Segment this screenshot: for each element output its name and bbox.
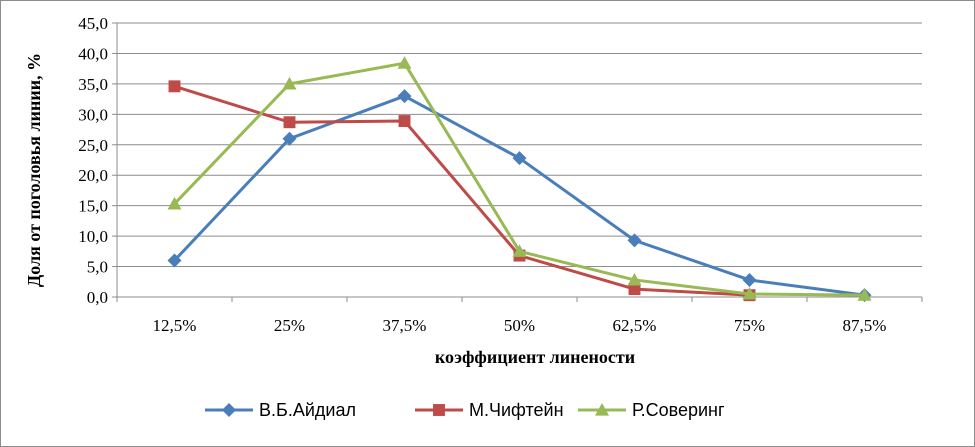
y-tick-label: 20,0 bbox=[78, 166, 108, 185]
data-point bbox=[282, 131, 297, 146]
data-point bbox=[512, 244, 527, 257]
series-3 bbox=[167, 56, 872, 301]
series-line bbox=[174, 84, 750, 297]
data-point bbox=[742, 272, 757, 287]
x-tick-label: 12,5% bbox=[153, 316, 197, 335]
data-point bbox=[628, 283, 641, 296]
data-point bbox=[397, 56, 412, 69]
data-point bbox=[857, 288, 872, 301]
legend-item: В.Б.Айдиал bbox=[205, 400, 356, 420]
y-tick-label: 10,0 bbox=[78, 227, 108, 246]
series-2 bbox=[168, 80, 756, 302]
x-tick-label: 25% bbox=[274, 316, 305, 335]
data-point bbox=[168, 80, 181, 93]
series-1 bbox=[167, 89, 872, 303]
axes bbox=[112, 22, 923, 302]
x-tick-label: 37,5% bbox=[383, 316, 427, 335]
data-point bbox=[222, 403, 236, 417]
data-point bbox=[167, 253, 182, 268]
legend-label: В.Б.Айдиал bbox=[259, 400, 356, 420]
data-point bbox=[398, 115, 411, 127]
x-tick-label: 87,5% bbox=[843, 316, 887, 335]
y-tick-label: 5,0 bbox=[87, 258, 108, 277]
series-lines bbox=[167, 56, 872, 303]
data-point bbox=[512, 151, 527, 166]
data-point bbox=[627, 233, 642, 248]
x-axis-title: коэффициент линености bbox=[435, 347, 635, 367]
data-point bbox=[595, 403, 609, 416]
data-point bbox=[282, 76, 297, 90]
legend-label: М.Чифтейн bbox=[469, 400, 564, 420]
y-tick-label: 40,0 bbox=[78, 44, 108, 63]
y-tick-label: 30,0 bbox=[78, 105, 108, 124]
series-line bbox=[173, 94, 865, 297]
data-point bbox=[433, 404, 445, 416]
legend-label: Р.Соверинг bbox=[632, 400, 725, 420]
gridlines bbox=[117, 22, 922, 268]
y-tick-label: 15,0 bbox=[78, 197, 108, 216]
data-point bbox=[397, 89, 412, 104]
x-tick-label: 75% bbox=[734, 316, 765, 335]
legend-item: М.Чифтейн bbox=[415, 400, 564, 420]
y-tick-label: 35,0 bbox=[78, 75, 108, 94]
data-point bbox=[283, 116, 296, 129]
y-tick-label: 25,0 bbox=[78, 136, 108, 155]
legend: В.Б.Айдиал М.Чифтейн Р.Соверинг bbox=[205, 400, 725, 420]
legend-item: Р.Соверинг bbox=[578, 400, 725, 420]
x-tick-label: 50% bbox=[504, 316, 535, 335]
y-tick-label: 45,0 bbox=[78, 14, 108, 33]
data-point bbox=[627, 272, 642, 286]
data-point bbox=[167, 196, 182, 210]
y-tick-labels: 0,0 5,0 10,0 15,0 20,0 25,0 30,0 35,0 40,0 45,0 bbox=[78, 14, 108, 307]
y-tick-label: 0,0 bbox=[87, 288, 108, 307]
x-tick-labels: 12,5% 25% 37,5% 50% 62,5% 75% 87,5% bbox=[153, 316, 887, 335]
y-axis-title: Доля от поголовья линии, % bbox=[24, 53, 44, 287]
x-tick-label: 62,5% bbox=[613, 316, 657, 335]
data-point bbox=[742, 286, 757, 300]
